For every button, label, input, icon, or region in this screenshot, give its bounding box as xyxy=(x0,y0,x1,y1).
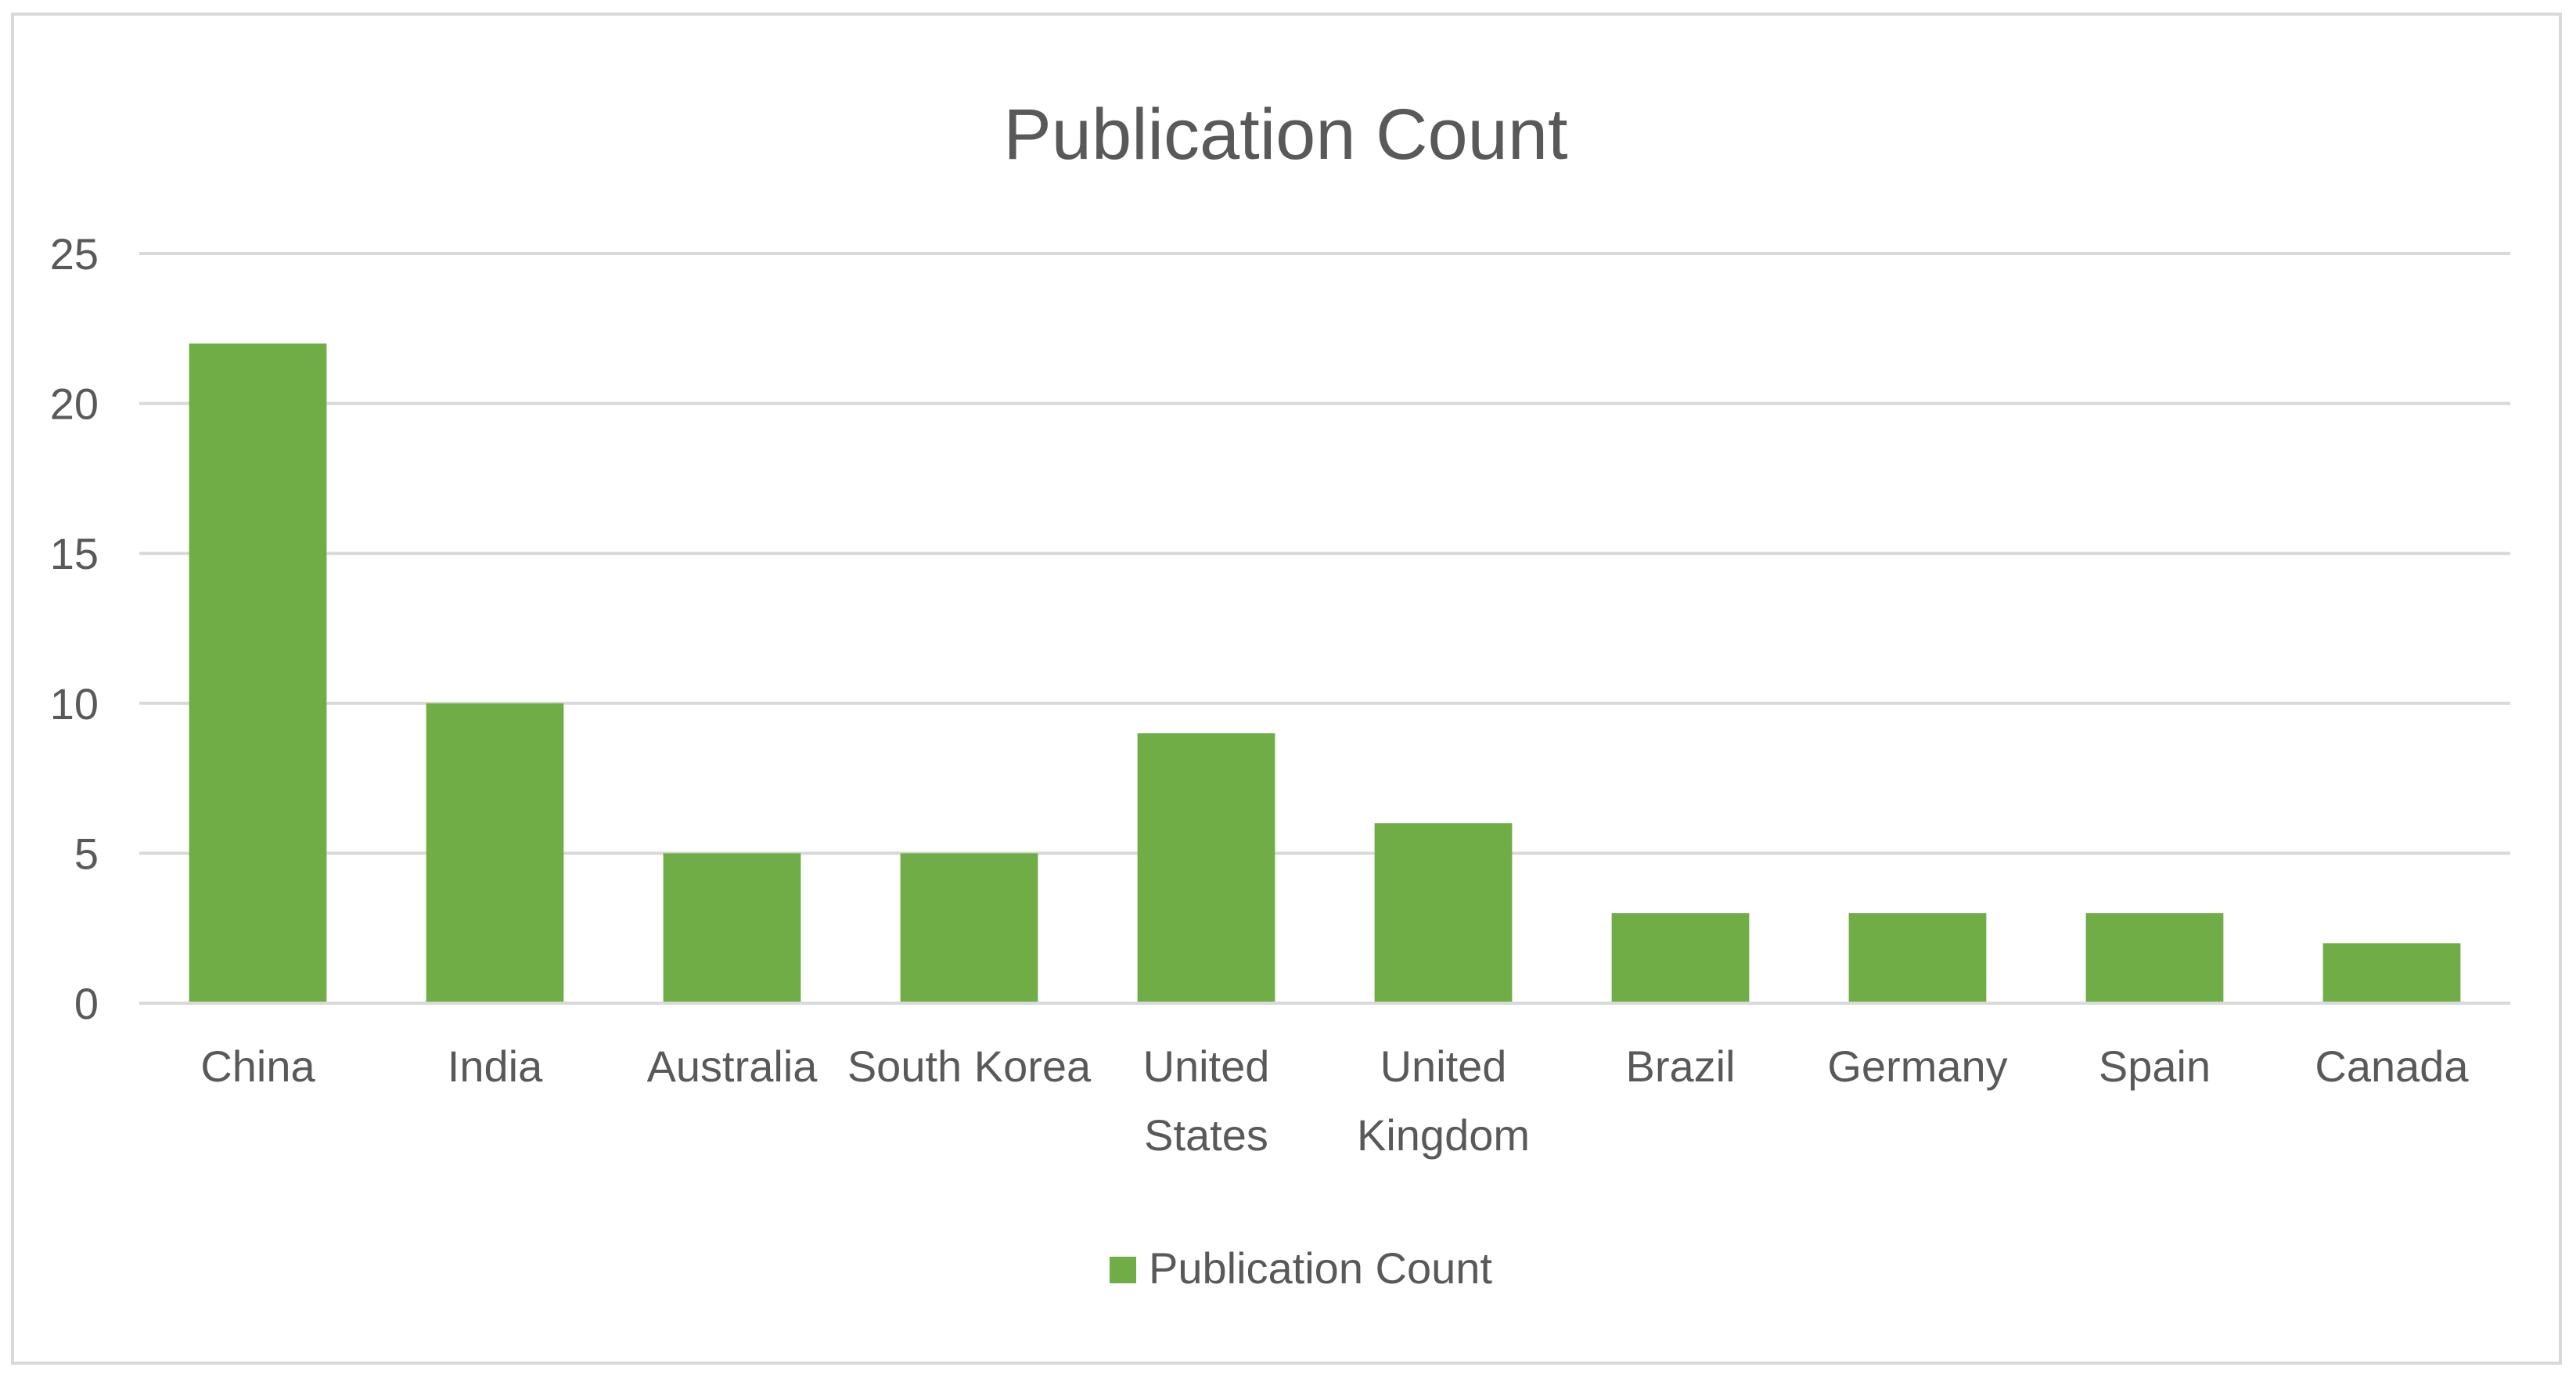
y-axis-ticks: 0 5 10 15 20 25 xyxy=(50,229,99,1028)
x-category-label: United Kingdom xyxy=(1357,1042,1530,1160)
bar-united-states xyxy=(1137,733,1275,1003)
x-category-label: Germany xyxy=(1827,1042,2007,1091)
chart-title: Publication Count xyxy=(1003,95,1567,174)
x-category-label: Brazil xyxy=(1625,1042,1735,1091)
x-category-label: India xyxy=(448,1042,543,1091)
x-category-label: Australia xyxy=(647,1042,818,1091)
legend-label-publication-count: Publication Count xyxy=(1149,1243,1492,1293)
bar-south-korea xyxy=(900,853,1038,1003)
y-tick-label: 0 xyxy=(74,979,99,1028)
bars xyxy=(189,343,2461,1004)
y-tick-label: 10 xyxy=(50,679,99,729)
y-tick-label: 20 xyxy=(50,380,99,429)
bar-chart: Publication Count 0 5 10 15 20 25 China India A… xyxy=(50,95,2510,1293)
bar-canada xyxy=(2322,943,2461,1003)
bar-spain xyxy=(2085,913,2224,1003)
x-category-label: South Korea xyxy=(847,1042,1092,1091)
bar-australia xyxy=(663,853,801,1003)
legend: Publication Count xyxy=(1110,1243,1492,1293)
x-axis-labels: China India Australia South Korea United Stat… xyxy=(200,1042,2469,1160)
legend-swatch-publication-count xyxy=(1110,1257,1136,1283)
bar-germany xyxy=(1848,913,1987,1003)
x-category-label: China xyxy=(200,1042,315,1091)
chart-container: Publication Count 0 5 10 15 20 25 China India A… xyxy=(11,13,2562,1365)
bar-united-kingdom xyxy=(1374,823,1513,1003)
x-category-label: United States xyxy=(1143,1042,1270,1160)
y-tick-label: 25 xyxy=(50,229,99,279)
bar-india xyxy=(426,703,564,1003)
bar-brazil xyxy=(1611,913,1750,1003)
bar-china xyxy=(189,343,327,1004)
y-tick-label: 5 xyxy=(74,829,99,878)
x-category-label: Canada xyxy=(2315,1042,2469,1091)
y-tick-label: 15 xyxy=(50,529,99,578)
x-category-label: Spain xyxy=(2099,1042,2211,1091)
